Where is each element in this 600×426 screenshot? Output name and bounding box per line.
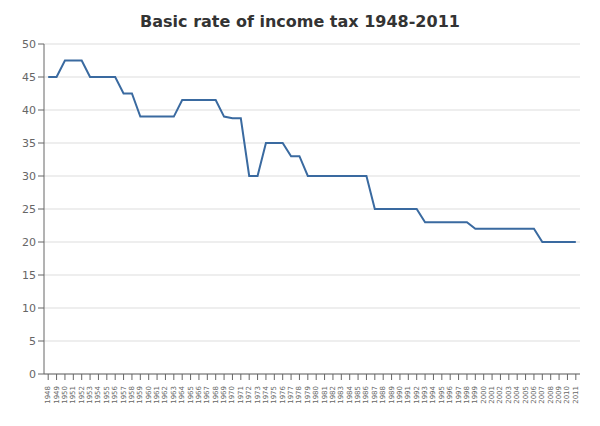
svg-text:1963: 1963 — [170, 386, 178, 404]
svg-text:1980: 1980 — [312, 386, 320, 404]
svg-text:1988: 1988 — [379, 386, 387, 404]
svg-text:2008: 2008 — [547, 386, 555, 404]
svg-text:1970: 1970 — [228, 386, 236, 404]
svg-text:25: 25 — [22, 203, 36, 216]
svg-text:1979: 1979 — [304, 386, 312, 404]
svg-text:1986: 1986 — [362, 385, 370, 403]
svg-text:2004: 2004 — [513, 385, 521, 403]
svg-text:1957: 1957 — [120, 386, 128, 404]
svg-text:10: 10 — [22, 302, 36, 315]
svg-text:1953: 1953 — [86, 386, 94, 404]
svg-text:1999: 1999 — [471, 386, 479, 404]
svg-text:20: 20 — [22, 236, 36, 249]
svg-text:1982: 1982 — [329, 386, 337, 404]
svg-text:1951: 1951 — [69, 386, 77, 404]
html-text:Basic rate of income tax 1948-: Basic rate of income tax 1948-2011 — [140, 12, 460, 31]
svg-text:1961: 1961 — [153, 386, 161, 404]
svg-text:1984: 1984 — [346, 385, 354, 403]
svg-text:2001: 2001 — [488, 386, 496, 404]
svg-text:1997: 1997 — [455, 386, 463, 404]
svg-text:30: 30 — [22, 170, 36, 183]
svg-text:1985: 1985 — [354, 386, 362, 404]
svg-text:1974: 1974 — [262, 385, 270, 403]
svg-text:35: 35 — [22, 137, 36, 150]
svg-text:1996: 1996 — [446, 385, 454, 403]
svg-text:1987: 1987 — [371, 386, 379, 404]
svg-text:1954: 1954 — [94, 385, 102, 403]
svg-text:1958: 1958 — [128, 386, 136, 404]
svg-text:1978: 1978 — [295, 386, 303, 404]
svg-text:1992: 1992 — [413, 386, 421, 404]
svg-text:1976: 1976 — [279, 385, 287, 403]
svg-text:1948: 1948 — [44, 386, 52, 404]
svg-text:45: 45 — [22, 71, 36, 84]
svg-text:15: 15 — [22, 269, 36, 282]
svg-text:1995: 1995 — [438, 386, 446, 404]
svg-text:1965: 1965 — [187, 386, 195, 404]
svg-text:1993: 1993 — [421, 386, 429, 404]
svg-text:5: 5 — [29, 335, 36, 348]
svg-text:1994: 1994 — [429, 385, 437, 403]
svg-text:2010: 2010 — [563, 386, 571, 404]
svg-text:1968: 1968 — [212, 386, 220, 404]
svg-text:1972: 1972 — [245, 386, 253, 404]
svg-text:1949: 1949 — [53, 386, 61, 404]
svg-text:1960: 1960 — [145, 386, 153, 404]
svg-text:1989: 1989 — [388, 386, 396, 404]
svg-text:1975: 1975 — [270, 386, 278, 404]
svg-text:2000: 2000 — [480, 386, 488, 404]
svg-text:1952: 1952 — [78, 386, 86, 404]
svg-text:1973: 1973 — [254, 386, 262, 404]
svg-text:1962: 1962 — [161, 386, 169, 404]
svg-text:50: 50 — [22, 38, 36, 51]
svg-text:1964: 1964 — [178, 385, 186, 403]
svg-text:1990: 1990 — [396, 386, 404, 404]
svg-text:2003: 2003 — [505, 386, 513, 404]
svg-text:1967: 1967 — [203, 386, 211, 404]
svg-text:2011: 2011 — [572, 386, 580, 404]
svg-text:1955: 1955 — [103, 386, 111, 404]
svg-text:1956: 1956 — [111, 385, 119, 403]
svg-text:1981: 1981 — [321, 386, 329, 404]
svg-text:1977: 1977 — [287, 386, 295, 404]
svg-text:2005: 2005 — [522, 386, 530, 404]
svg-text:1966: 1966 — [195, 385, 203, 403]
svg-text:0: 0 — [29, 368, 36, 381]
svg-text:2007: 2007 — [538, 386, 546, 404]
svg-text:1971: 1971 — [237, 386, 245, 404]
svg-text:2006: 2006 — [530, 385, 538, 403]
svg-text:1950: 1950 — [61, 386, 69, 404]
svg-text:1991: 1991 — [404, 386, 412, 404]
svg-text:2002: 2002 — [496, 386, 504, 404]
svg-text:2009: 2009 — [555, 386, 563, 404]
svg-text:1983: 1983 — [337, 386, 345, 404]
svg-text:40: 40 — [22, 104, 36, 117]
svg-text:1998: 1998 — [463, 386, 471, 404]
svg-text:1969: 1969 — [220, 386, 228, 404]
svg-text:1959: 1959 — [136, 386, 144, 404]
